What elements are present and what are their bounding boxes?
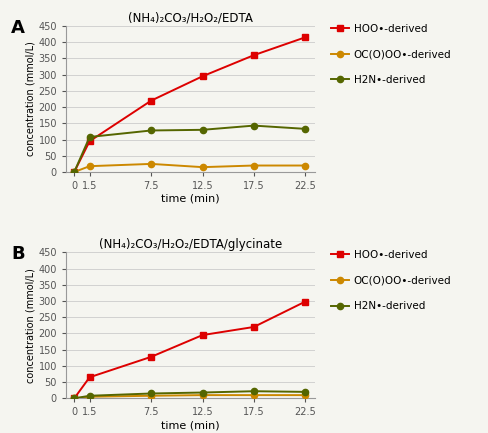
OC(O)OO•-derived: [148, 162, 154, 167]
HOO•-derived: [302, 299, 307, 304]
OC(O)OO•-derived: [250, 163, 256, 168]
H2N•-derived: [199, 390, 205, 395]
OC(O)OO•-derived: [86, 164, 92, 169]
OC(O)OO•-derived: [302, 393, 307, 398]
OC(O)OO•-derived: [250, 393, 256, 398]
HOO•-derived: [71, 169, 77, 174]
H2N•-derived: [71, 169, 77, 174]
OC(O)OO•-derived: [148, 393, 154, 398]
Text: B: B: [11, 245, 25, 263]
Line: HOO•-derived: HOO•-derived: [71, 298, 307, 401]
OC(O)OO•-derived: [86, 394, 92, 399]
Line: HOO•-derived: HOO•-derived: [71, 34, 307, 175]
OC(O)OO•-derived: [71, 396, 77, 401]
H2N•-derived: [250, 123, 256, 128]
Y-axis label: concentration (mmol/L): concentration (mmol/L): [25, 268, 36, 383]
Line: H2N•-derived: H2N•-derived: [71, 123, 307, 175]
Line: OC(O)OO•-derived: OC(O)OO•-derived: [71, 392, 307, 401]
Line: H2N•-derived: H2N•-derived: [71, 388, 307, 401]
HOO•-derived: [71, 396, 77, 401]
OC(O)OO•-derived: [199, 393, 205, 398]
Line: OC(O)OO•-derived: OC(O)OO•-derived: [71, 161, 307, 175]
OC(O)OO•-derived: [199, 165, 205, 170]
H2N•-derived: [302, 126, 307, 132]
HOO•-derived: [250, 324, 256, 330]
H2N•-derived: [302, 389, 307, 394]
HOO•-derived: [199, 74, 205, 79]
H2N•-derived: [148, 391, 154, 396]
Title: (NH₄)₂CO₃/H₂O₂/EDTA: (NH₄)₂CO₃/H₂O₂/EDTA: [128, 12, 253, 25]
H2N•-derived: [86, 134, 92, 139]
H2N•-derived: [148, 128, 154, 133]
HOO•-derived: [199, 333, 205, 338]
HOO•-derived: [302, 35, 307, 40]
Text: A: A: [11, 19, 25, 37]
OC(O)OO•-derived: [71, 169, 77, 174]
Legend: HOO•-derived, OC(O)OO•-derived, H2N•-derived: HOO•-derived, OC(O)OO•-derived, H2N•-der…: [330, 250, 450, 311]
HOO•-derived: [250, 52, 256, 58]
H2N•-derived: [71, 396, 77, 401]
HOO•-derived: [86, 375, 92, 380]
Y-axis label: concentration (mmol/L): concentration (mmol/L): [25, 42, 36, 156]
X-axis label: time (min): time (min): [161, 194, 220, 204]
H2N•-derived: [250, 389, 256, 394]
H2N•-derived: [199, 127, 205, 132]
H2N•-derived: [86, 393, 92, 398]
HOO•-derived: [148, 98, 154, 103]
OC(O)OO•-derived: [302, 163, 307, 168]
Title: (NH₄)₂CO₃/H₂O₂/EDTA/glycinate: (NH₄)₂CO₃/H₂O₂/EDTA/glycinate: [99, 238, 282, 251]
X-axis label: time (min): time (min): [161, 420, 220, 430]
Legend: HOO•-derived, OC(O)OO•-derived, H2N•-derived: HOO•-derived, OC(O)OO•-derived, H2N•-der…: [330, 24, 450, 85]
HOO•-derived: [86, 139, 92, 144]
HOO•-derived: [148, 354, 154, 359]
